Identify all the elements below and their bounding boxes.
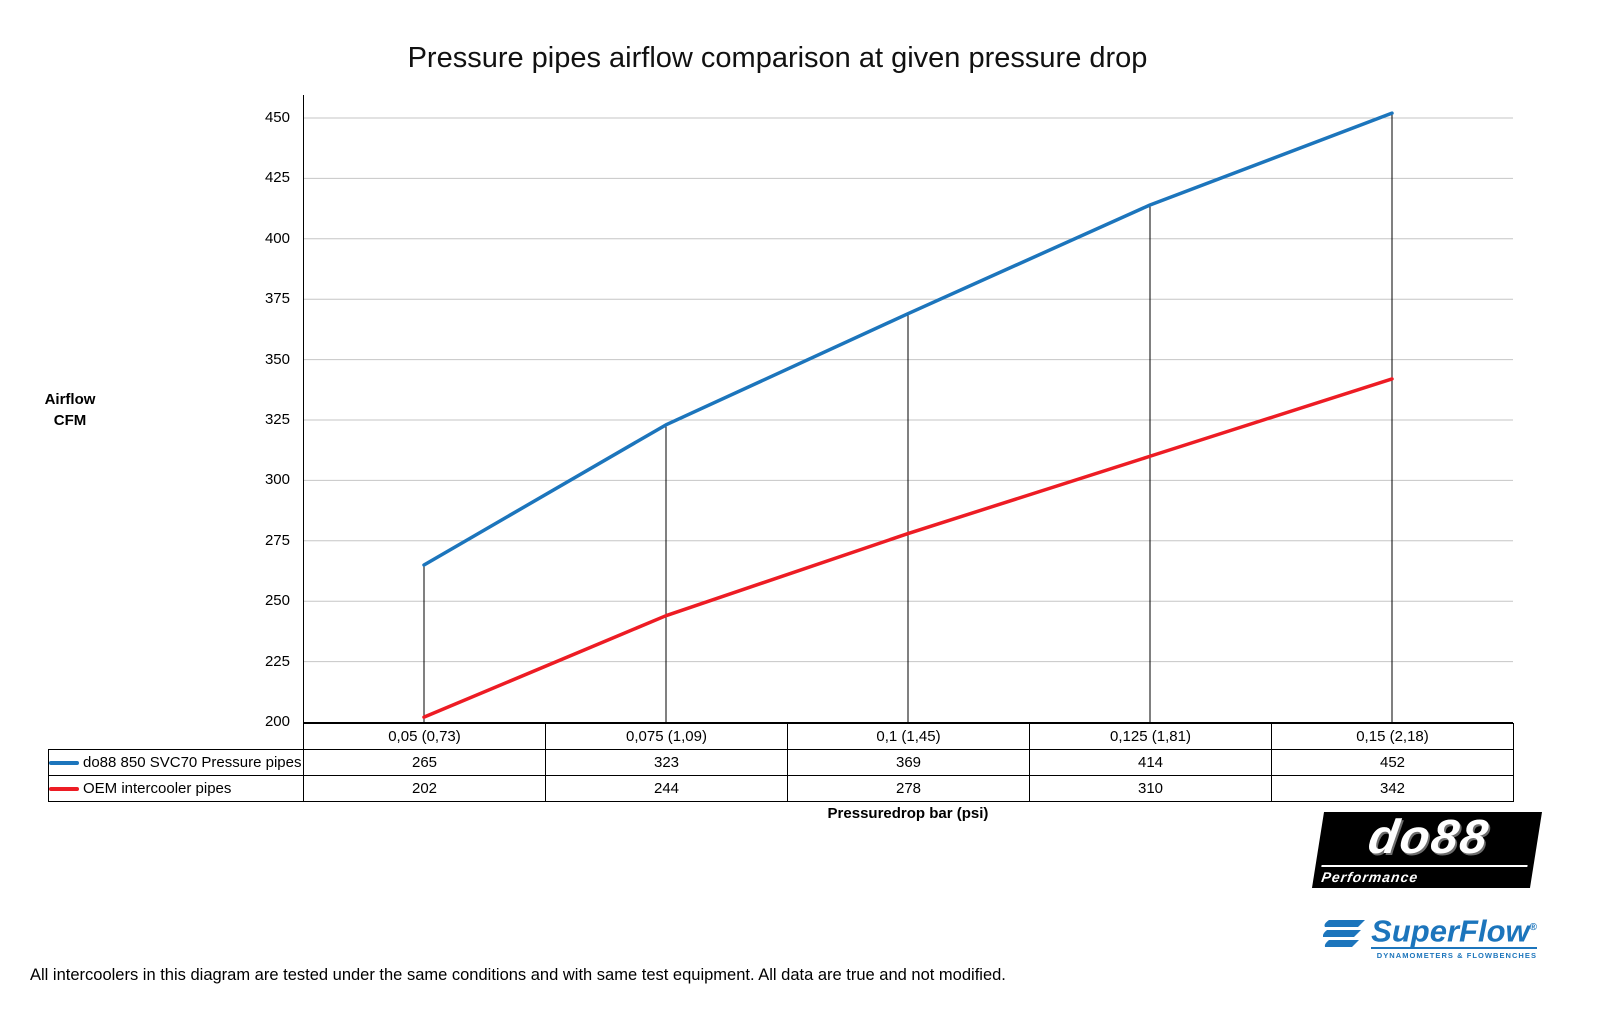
- category-label: 0,1 (1,45): [787, 723, 1030, 750]
- series-name-cell: OEM intercooler pipes: [48, 775, 304, 802]
- value-cell: 244: [545, 775, 788, 802]
- data-table: 0,05 (0,73) 0,075 (1,09) 0,1 (1,45) 0,12…: [48, 723, 1514, 802]
- y-axis-title-line1: Airflow: [44, 391, 96, 408]
- y-axis-title: Airflow CFM: [28, 389, 112, 431]
- series-name: do88 850 SVC70 Pressure pipes: [83, 754, 302, 771]
- superflow-underline: [1371, 947, 1537, 950]
- do88-performance-label: Performance: [1317, 865, 1528, 888]
- value-cell: 452: [1271, 749, 1514, 776]
- y-tick-label: 200: [264, 713, 290, 730]
- do88-wordmark: do88: [1364, 811, 1494, 864]
- chart-title: Pressure pipes airflow comparison at giv…: [407, 42, 1148, 74]
- y-tick-label: 350: [264, 350, 290, 368]
- x-axis-title: Pressuredrop bar (psi): [827, 805, 989, 822]
- series-row-oem: OEM intercooler pipes 202 244 278 310 34…: [48, 775, 1514, 802]
- superflow-subtext: DYNAMOMETERS & FLOWBENCHES: [1376, 951, 1537, 961]
- superflow-logo: SuperFlow® DYNAMOMETERS & FLOWBENCHES: [1323, 912, 1537, 960]
- series-name-cell: do88 850 SVC70 Pressure pipes: [48, 749, 304, 776]
- footnote: All intercoolers in this diagram are tes…: [30, 966, 1006, 984]
- y-tick-label: 300: [264, 471, 290, 489]
- do88-logo: do88 Performance: [1311, 811, 1543, 888]
- y-tick-label: 225: [264, 652, 290, 670]
- series-row-do88: do88 850 SVC70 Pressure pipes 265 323 36…: [48, 749, 1514, 776]
- y-tick-label: 275: [264, 531, 290, 549]
- value-cell: 310: [1029, 775, 1272, 802]
- y-tick-label: 375: [264, 290, 290, 308]
- y-tick-label: 450: [264, 109, 290, 126]
- legend-line-oem: [49, 787, 79, 792]
- value-cell: 342: [1271, 775, 1514, 802]
- y-tick-label: 400: [264, 229, 290, 247]
- category-label: 0,15 (2,18): [1271, 723, 1514, 750]
- value-cell: 265: [303, 749, 546, 776]
- table-corner-blank: [49, 724, 304, 750]
- y-tick-label: 325: [264, 411, 290, 428]
- y-axis-title-line2: CFM: [53, 412, 87, 429]
- category-label: 0,05 (0,73): [303, 723, 546, 750]
- series-line-1: [422, 377, 1394, 719]
- superflow-wordmark: SuperFlow®: [1371, 913, 1537, 949]
- value-cell: 278: [787, 775, 1030, 802]
- registered-mark: ®: [1529, 922, 1537, 933]
- value-cell: 202: [303, 775, 546, 802]
- value-cell: 414: [1029, 749, 1272, 776]
- y-tick-label: 425: [264, 169, 290, 187]
- y-tick-label: 250: [264, 592, 290, 610]
- category-label: 0,125 (1,81): [1029, 723, 1272, 750]
- value-cell: 369: [787, 749, 1030, 776]
- series-name: OEM intercooler pipes: [83, 780, 232, 797]
- series-line-0: [422, 111, 1394, 567]
- superflow-swoosh-icon: [1323, 920, 1366, 947]
- plot-svg: [303, 95, 1513, 722]
- legend-line-do88: [49, 761, 79, 766]
- category-row: 0,05 (0,73) 0,075 (1,09) 0,1 (1,45) 0,12…: [49, 723, 1514, 750]
- plot-area: [303, 95, 1513, 723]
- value-cell: 323: [545, 749, 788, 776]
- category-label: 0,075 (1,09): [545, 723, 788, 750]
